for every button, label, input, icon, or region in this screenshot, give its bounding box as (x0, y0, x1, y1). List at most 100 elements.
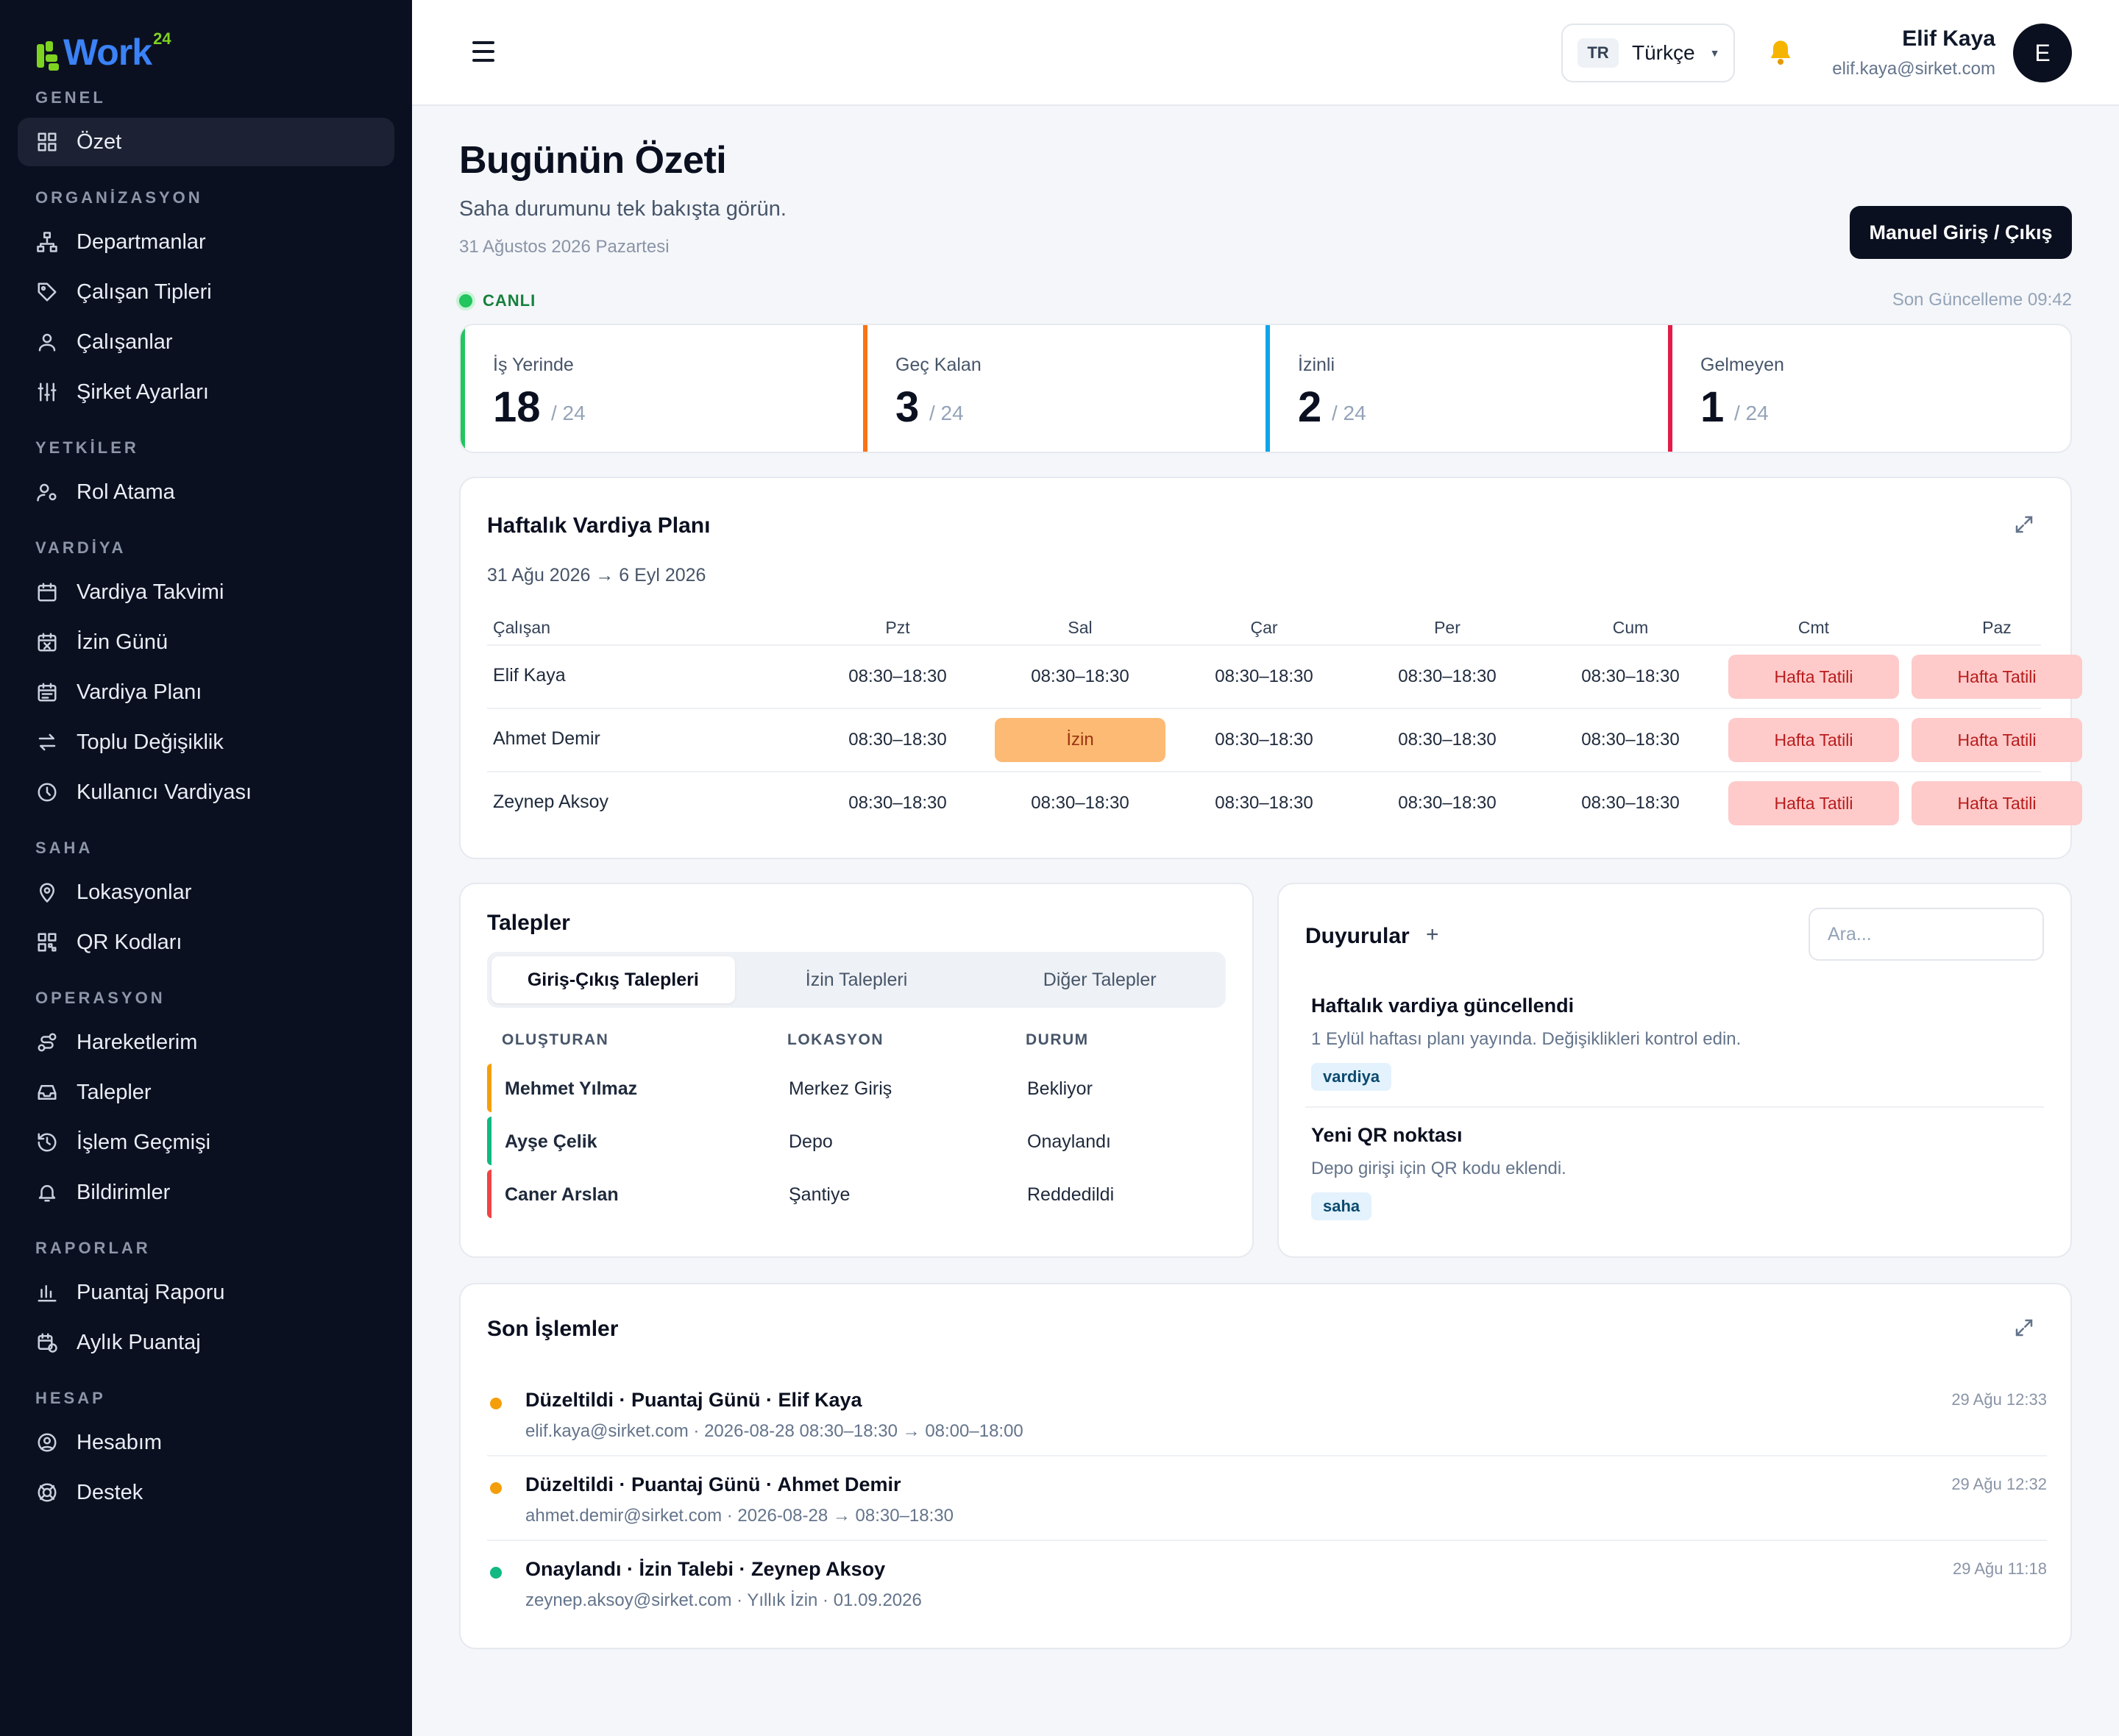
manual-checkin-button[interactable]: Manuel Giriş / Çıkış (1850, 206, 2072, 259)
sidebar-item-label: Lokasyonlar (77, 880, 192, 904)
bar-chart-icon (35, 1281, 59, 1304)
menu-icon[interactable] (471, 38, 497, 65)
weekend-badge[interactable]: Hafta Tatili (1912, 781, 2082, 825)
avatar[interactable]: E (2013, 24, 2072, 82)
table-row: Ahmet Demir 08:30–18:30 İzin 08:30–18:30 08:… (487, 708, 2082, 771)
shift-plan-card: Haftalık Vardiya Planı 31 Ağu 2026 → 6 E… (459, 477, 2082, 859)
tab-request-1[interactable]: İzin Talepleri (805, 969, 908, 990)
status-dot-icon (490, 1482, 502, 1494)
sidebar-item-rol-atama[interactable]: Rol Atama (18, 468, 394, 516)
live-indicator: CANLI (459, 291, 536, 310)
weekend-badge[interactable]: Hafta Tatili (1912, 718, 2082, 762)
shift-time: 08:30–18:30 (1398, 730, 1497, 750)
shift-time: 08:30–18:30 (848, 666, 947, 686)
expand-icon[interactable] (2013, 1317, 2040, 1343)
activity-desc: ahmet.demir@sirket.com · 2026-08-28 → 08… (525, 1506, 954, 1526)
sidebar-item-i-şlem-geçmişi[interactable]: İşlem Geçmişi (18, 1118, 394, 1167)
table-row[interactable]: Ayşe Çelik Depo Onaylandı (487, 1117, 1226, 1165)
status-color-bar (487, 1117, 491, 1165)
sidebar-item-destek[interactable]: Destek (18, 1468, 394, 1517)
weekend-badge[interactable]: Hafta Tatili (1728, 718, 1899, 762)
activity-desc: zeynep.aksoy@sirket.com · Yıllık İzin · … (525, 1590, 922, 1610)
stat-total: / 24 (551, 402, 586, 424)
map-pin-icon (35, 881, 59, 904)
sidebar-item-label: İzin Günü (77, 630, 168, 654)
sidebar-item-label: Talepler (77, 1080, 152, 1104)
announcements-title: Duyurular (1305, 924, 1410, 948)
expand-icon[interactable] (2013, 513, 2040, 540)
sidebar-item-vardiya-takvimi[interactable]: Vardiya Takvimi (18, 568, 394, 616)
weekend-badge[interactable]: Hafta Tatili (1728, 781, 1899, 825)
swap-icon (35, 730, 59, 754)
sidebar-item-hareketlerim[interactable]: Hareketlerim (18, 1018, 394, 1067)
shift-time: 08:30–18:30 (1398, 666, 1497, 686)
status-color-bar (487, 1064, 491, 1112)
activity-item[interactable]: Düzeltildi · Puantaj Günü · Elif Kaya eli… (487, 1381, 2047, 1465)
sidebar-item-label: Hesabım (77, 1430, 163, 1454)
activity-item[interactable]: Düzeltildi · Puantaj Günü · Ahmet Demir a… (487, 1466, 2047, 1550)
nav-section-label: HESAP (35, 1389, 106, 1407)
sidebar-item-özet[interactable]: Özet (18, 118, 394, 166)
announcement-tag: vardiya (1311, 1063, 1392, 1091)
sidebar-item-çalışanlar[interactable]: Çalışanlar (18, 318, 394, 366)
sidebar-item-lokasyonlar[interactable]: Lokasyonlar (18, 868, 394, 917)
sidebar-item-toplu-değişiklik[interactable]: Toplu Değişiklik (18, 718, 394, 766)
language-code: TR (1577, 38, 1619, 68)
request-tabs: Giriş-Çıkış Talepleri İzin Talepleri Diğer… (487, 952, 1226, 1008)
sidebar-item-departmanlar[interactable]: Departmanlar (18, 218, 394, 266)
nav-section-label: VARDİYA (35, 538, 127, 557)
tab-request-0[interactable]: Giriş-Çıkış Talepleri (491, 956, 735, 1003)
table-row: Elif Kaya 08:30–18:30 08:30–18:30 08:30–18:… (487, 644, 2082, 708)
nav-section-label: RAPORLAR (35, 1239, 151, 1257)
weekend-badge[interactable]: Hafta Tatili (1728, 655, 1899, 699)
shift-plan-title: Haftalık Vardiya Planı (487, 513, 711, 538)
table-row: Zeynep Aksoy 08:30–18:30 08:30–18:30 08:30–… (487, 771, 2082, 834)
sidebar-item-hesabım[interactable]: Hesabım (18, 1418, 394, 1467)
page-date: 31 Ağustos 2026 Pazartesi (459, 237, 670, 257)
announcement-tag: saha (1311, 1192, 1372, 1220)
notification-bell-icon[interactable] (1766, 38, 1795, 68)
announcement-search-input[interactable] (1809, 908, 2044, 961)
table-row[interactable]: Caner Arslan Şantiye Reddedildi (487, 1170, 1226, 1218)
language-select[interactable]: TR Türkçe ▼ (1561, 24, 1735, 82)
shift-col-header: Paz (1982, 618, 2012, 637)
announcement-title: Yeni QR noktası (1311, 1124, 1463, 1146)
sidebar-item-i-zin-günü[interactable]: İzin Günü (18, 618, 394, 666)
announcement-item[interactable]: Haftalık vardiya güncellendi 1 Eylül haft… (1311, 995, 2044, 1091)
shift-col-header: Çar (1250, 618, 1278, 637)
leave-badge[interactable]: İzin (995, 718, 1165, 762)
sidebar-item-qr-kodları[interactable]: QR Kodları (18, 918, 394, 967)
sidebar-item-label: Vardiya Planı (77, 680, 202, 704)
tab-request-2[interactable]: Diğer Talepler (1043, 969, 1157, 990)
sidebar-item-label: Hareketlerim (77, 1030, 198, 1054)
sidebar-item-şirket-ayarları[interactable]: Şirket Ayarları (18, 368, 394, 416)
announcement-item[interactable]: Yeni QR noktası Depo girişi için QR kodu … (1311, 1124, 2044, 1220)
user-name: Elif Kaya (1902, 26, 1995, 51)
sidebar-item-label: Çalışanlar (77, 330, 173, 354)
sidebar-item-kullanıcı-vardiyası[interactable]: Kullanıcı Vardiyası (18, 768, 394, 817)
add-announcement-button[interactable]: + (1426, 922, 1439, 947)
weekend-badge[interactable]: Hafta Tatili (1912, 655, 2082, 699)
activity-time: 29 Ağu 11:18 (1952, 1559, 2047, 1578)
org-chart-icon (35, 230, 59, 254)
shift-col-header: Cum (1612, 618, 1649, 637)
sidebar-item-talepler[interactable]: Talepler (18, 1068, 394, 1117)
shift-time: 08:30–18:30 (1031, 793, 1129, 813)
brand-logo[interactable]: Work 24 (35, 26, 171, 71)
sidebar-item-label: Şirket Ayarları (77, 380, 209, 404)
sidebar-item-puantaj-raporu[interactable]: Puantaj Raporu (18, 1268, 394, 1317)
sidebar-item-bildirimler[interactable]: Bildirimler (18, 1168, 394, 1217)
requests-col-header: DURUM (1026, 1031, 1089, 1048)
sidebar-item-aylık-puantaj[interactable]: Aylık Puantaj (18, 1318, 394, 1367)
nav-section-label: GENEL (35, 88, 106, 107)
sidebar-item-çalışan-tipleri[interactable]: Çalışan Tipleri (18, 268, 394, 316)
announcement-desc: Depo girişi için QR kodu eklendi. (1311, 1159, 1566, 1178)
activity-item[interactable]: Onaylandı · İzin Talebi · Zeynep Aksoy ze… (487, 1551, 2047, 1634)
nav-section-label: YETKİLER (35, 438, 139, 457)
announcement-desc: 1 Eylül haftası planı yayında. Değişikli… (1311, 1029, 1742, 1049)
request-creator: Mehmet Yılmaz (505, 1078, 638, 1099)
stat-label: Gelmeyen (1700, 355, 1784, 375)
divider (1305, 1106, 2044, 1108)
table-row[interactable]: Mehmet Yılmaz Merkez Giriş Bekliyor (487, 1064, 1226, 1112)
sidebar-item-vardiya-planı[interactable]: Vardiya Planı (18, 668, 394, 716)
